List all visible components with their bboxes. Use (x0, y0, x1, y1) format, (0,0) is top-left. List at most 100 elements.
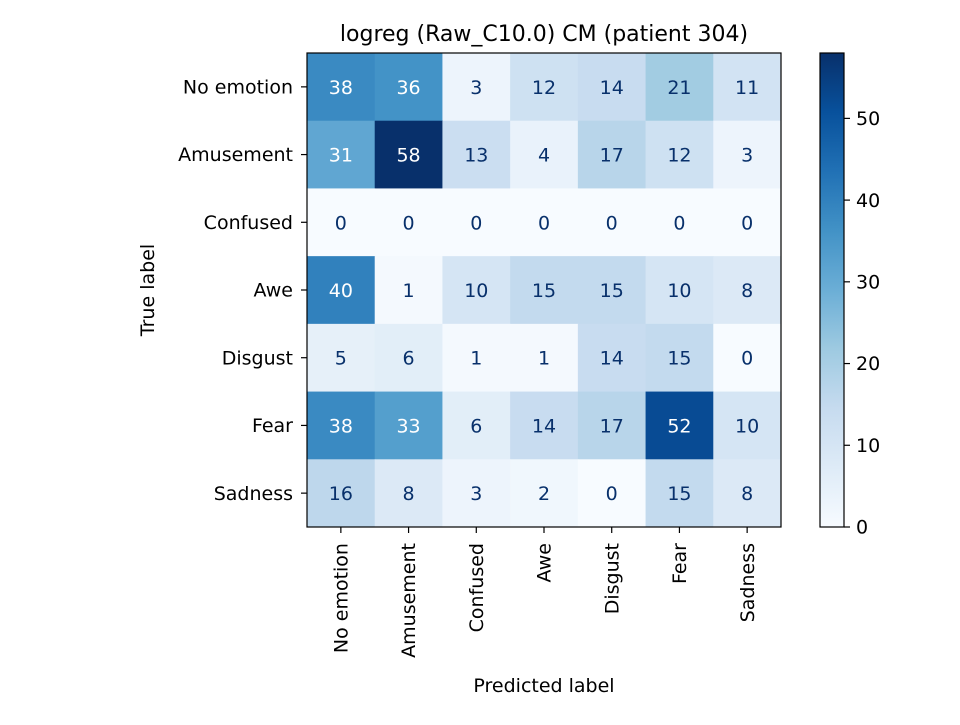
heatmap-cell (577, 188, 647, 257)
heatmap-cell (374, 120, 443, 189)
heatmap-cell (307, 120, 376, 189)
cell-value-label: 5 (335, 348, 347, 370)
heatmap-cell (577, 53, 647, 122)
heatmap-cell (442, 188, 511, 257)
heatmap-cell (374, 391, 443, 460)
heatmap-cell (442, 256, 511, 325)
cell-value-label: 38 (329, 77, 353, 99)
cell-value-label: 58 (396, 145, 420, 167)
heatmap-cell (713, 188, 782, 257)
cell-value-label: 10 (667, 280, 691, 302)
cell-value-label: 2 (538, 483, 550, 505)
heatmap-cell (510, 188, 579, 257)
heatmap-cell (645, 53, 714, 122)
cell-value-label: 36 (396, 77, 420, 99)
colorbar-tick-label: 20 (856, 353, 880, 375)
cell-value-label: 12 (532, 77, 556, 99)
heatmap-cell (713, 53, 782, 122)
heatmap-cell (645, 459, 714, 528)
y-tick-label: Confused (204, 212, 293, 234)
cell-value-label: 17 (600, 145, 624, 167)
cell-value-label: 52 (667, 415, 691, 437)
heatmap-cell (442, 120, 511, 189)
colorbar (819, 52, 845, 528)
heatmap-cell (510, 53, 579, 122)
colorbar-tick-label: 40 (856, 190, 880, 212)
y-tick-label: Fear (252, 415, 293, 437)
cell-value-label: 4 (538, 145, 550, 167)
cell-value-label: 0 (606, 212, 618, 234)
x-tick-label: Confused (466, 543, 488, 632)
heatmap-cell (713, 391, 782, 460)
x-axis-ticks: No emotion Amusement Confused Awe Disgust Fea… (331, 527, 759, 658)
cell-value-label: 0 (538, 212, 550, 234)
cell-value-label: 3 (470, 77, 482, 99)
x-axis-label: Predicted label (473, 675, 614, 697)
heatmap-cells (307, 53, 782, 528)
cell-value-label: 10 (735, 415, 759, 437)
heatmap-cell (645, 391, 714, 460)
cell-value-label: 0 (470, 212, 482, 234)
heatmap-cell (510, 459, 579, 528)
y-tick-label: Disgust (222, 347, 293, 369)
cell-value-label: 40 (329, 280, 353, 302)
heatmap-cell (307, 391, 376, 460)
cell-value-label: 11 (735, 77, 759, 99)
heatmap-cell (374, 459, 443, 528)
heatmap-cell (645, 188, 714, 257)
heatmap-cell (374, 256, 443, 325)
cell-value-label: 31 (329, 145, 353, 167)
y-tick-label: No emotion (183, 77, 293, 99)
heatmap-cell (577, 323, 647, 393)
cell-value-label: 15 (667, 483, 691, 505)
heatmap-cell (374, 53, 443, 122)
cell-value-label: 12 (667, 145, 691, 167)
cell-value-label: 8 (741, 280, 753, 302)
heatmap-cell (577, 459, 647, 528)
colorbar-tick-label: 10 (856, 435, 880, 457)
heatmap-cell (442, 53, 511, 122)
heatmap-cell (307, 323, 376, 393)
heatmap-cell (442, 459, 511, 528)
x-tick-label: Sadness (737, 543, 759, 622)
x-tick-label: Awe (534, 543, 556, 582)
heatmap-cell (510, 120, 579, 189)
cell-value-label: 3 (470, 483, 482, 505)
x-tick-label: No emotion (331, 543, 353, 653)
cell-value-label: 13 (464, 145, 488, 167)
heatmap-cell (713, 459, 782, 528)
cell-value-label: 15 (532, 280, 556, 302)
cell-value-label: 38 (329, 415, 353, 437)
heatmap-cell (307, 256, 376, 325)
cell-value-label: 16 (329, 483, 353, 505)
cell-value-label: 33 (396, 415, 420, 437)
cell-value-label: 6 (403, 348, 415, 370)
cell-value-label: 8 (741, 483, 753, 505)
colorbar-tick-label: 30 (856, 271, 880, 293)
x-tick-label: Disgust (601, 543, 623, 614)
heatmap-cell (374, 188, 443, 257)
cell-value-label: 8 (403, 483, 415, 505)
cell-value-label: 1 (538, 348, 550, 370)
heatmap-cell (577, 391, 647, 460)
cell-value-label: 21 (667, 77, 691, 99)
cell-value-label: 6 (470, 415, 482, 437)
cell-value-label: 0 (741, 348, 753, 370)
y-tick-label: Amusement (178, 144, 293, 166)
cell-value-label: 10 (464, 280, 488, 302)
heatmap-cell (307, 459, 376, 528)
heatmap-cell (510, 391, 579, 460)
heatmap-cell (374, 323, 443, 393)
y-tick-label: Sadness (214, 483, 293, 505)
colorbar-ticks: 0 10 20 30 40 50 (844, 108, 880, 539)
heatmap-cell (577, 256, 647, 325)
heatmap-cell (510, 323, 579, 393)
heatmap-cell (307, 188, 376, 257)
cell-value-label: 3 (741, 145, 753, 167)
cell-value-label: 1 (470, 348, 482, 370)
cell-value-label: 0 (741, 212, 753, 234)
y-axis-label: True label (137, 244, 159, 337)
heatmap-cell (713, 256, 782, 325)
